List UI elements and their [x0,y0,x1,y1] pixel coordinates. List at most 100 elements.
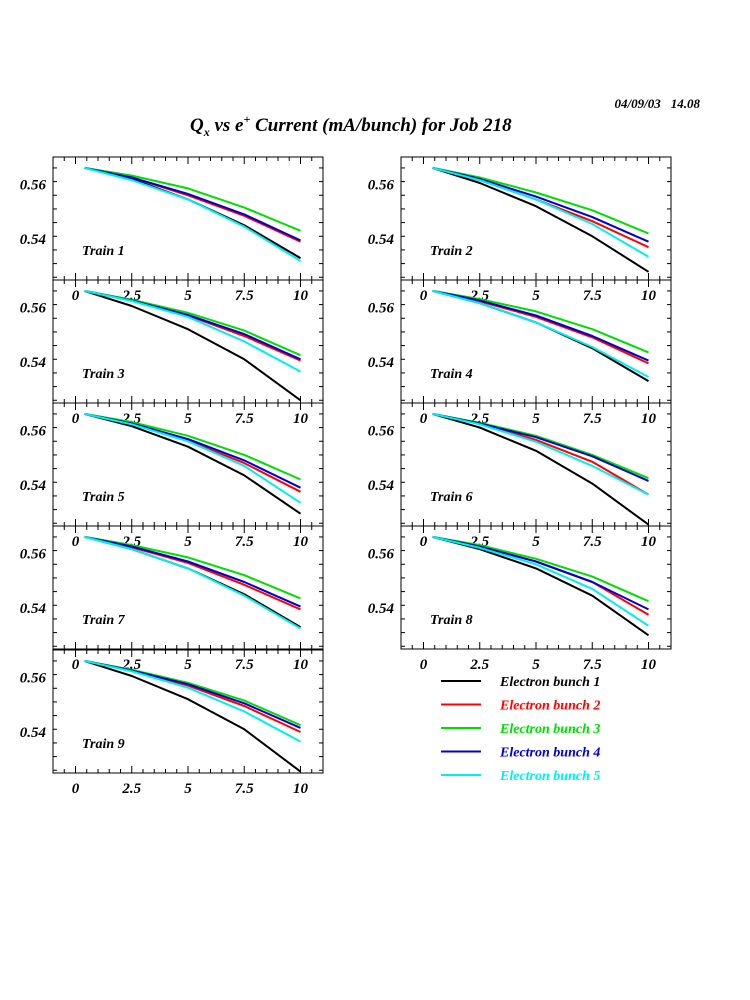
y-tick-label: 0.56 [20,177,47,193]
series-line-electron-bunch-5 [432,289,649,378]
title-q: Q [190,115,204,136]
timestamp: 04/09/03 14.08 [615,96,701,111]
series-line-electron-bunch-4 [84,412,301,489]
x-tick-label: 7.5 [235,781,254,797]
timestamp-time: 14.08 [671,96,701,111]
chart-title: Qx vs e+ Current (mA/bunch) for Job 218 [190,112,512,139]
x-tick-label: 10 [641,288,657,304]
panel-label: Train 1 [82,244,125,259]
y-tick-label: 0.54 [20,232,47,248]
x-tick-label: 2.5 [121,781,141,797]
x-tick-label: 5 [532,657,540,673]
panel-label: Train 2 [430,244,473,259]
series-line-electron-bunch-2 [84,535,301,611]
series-line-electron-bunch-5 [84,535,302,630]
x-tick-label: 7.5 [583,411,602,427]
y-tick-label: 0.54 [368,478,395,494]
y-tick-label: 0.54 [20,478,47,494]
x-tick-label: 10 [293,657,309,673]
series-line-electron-bunch-1 [84,659,302,773]
x-tick-label: 7.5 [235,288,254,304]
title-superscript: + [244,112,251,126]
x-tick-label: 0 [72,657,80,673]
y-tick-label: 0.56 [368,546,395,562]
x-tick-label: 0 [72,534,80,550]
x-tick-label: 10 [293,781,309,797]
y-tick-label: 0.54 [20,355,47,371]
series-line-electron-bunch-5 [432,535,650,627]
x-tick-label: 7.5 [583,288,602,304]
series-line-electron-bunch-5 [84,289,301,373]
legend-label: Electron bunch 1 [499,675,600,690]
x-tick-label: 5 [532,411,540,427]
x-tick-label: 5 [184,411,192,427]
legend: Electron bunch 1 Electron bunch 2 Electron… [441,675,600,784]
timestamp-date: 04/09/03 [615,96,662,111]
x-tick-label: 5 [184,781,192,797]
x-tick-label: 0 [420,411,428,427]
legend-label: Electron bunch 5 [499,769,600,784]
panel-label: Train 5 [82,490,125,505]
series-line-electron-bunch-5 [84,412,302,504]
series-line-electron-bunch-3 [84,166,301,232]
x-tick-label: 0 [420,534,428,550]
x-tick-label: 0 [72,411,80,427]
y-tick-label: 0.54 [20,725,47,741]
panel-label: Train 8 [430,613,473,628]
series-line-electron-bunch-1 [432,412,650,526]
x-tick-label: 10 [293,534,309,550]
legend-label: Electron bunch 3 [499,722,600,737]
legend-label: Electron bunch 4 [499,746,600,761]
y-tick-label: 0.54 [20,601,47,617]
series-line-electron-bunch-2 [432,535,650,616]
x-tick-label: 7.5 [583,534,602,550]
series-line-electron-bunch-4 [432,535,649,611]
x-tick-label: 2.5 [469,657,489,673]
panel-label: Train 9 [82,737,125,752]
x-tick-label: 5 [184,534,192,550]
legend-label: Electron bunch 2 [499,699,600,714]
y-tick-label: 0.56 [368,177,395,193]
title-q-subscript: x [203,125,210,139]
x-tick-label: 5 [532,288,540,304]
y-tick-label: 0.56 [20,670,47,686]
x-tick-label: 10 [641,657,657,673]
x-tick-label: 10 [641,534,657,550]
series-line-electron-bunch-3 [432,535,649,603]
y-tick-label: 0.54 [368,232,395,248]
x-tick-label: 10 [293,288,309,304]
series-line-electron-bunch-4 [84,166,301,242]
panel-label: Train 3 [82,367,125,382]
x-tick-label: 0 [72,288,80,304]
series-line-electron-bunch-5 [84,659,301,743]
series-line-electron-bunch-5 [432,412,649,496]
x-tick-label: 7.5 [235,534,254,550]
panels-layer: 0.54 0.56 0 2.5 5 7.5 10 Train 1 0.54 0.56 0 2.5 5 7.… [20,156,672,797]
y-tick-label: 0.56 [20,300,47,316]
x-tick-label: 10 [641,411,657,427]
series-line-electron-bunch-1 [84,289,302,402]
x-tick-label: 10 [293,411,309,427]
x-tick-label: 0 [420,657,428,673]
series-line-electron-bunch-2 [432,289,649,365]
series-line-electron-bunch-1 [432,166,650,273]
series-line-electron-bunch-5 [84,166,302,262]
y-tick-label: 0.56 [368,423,395,439]
x-tick-label: 5 [184,657,192,673]
y-tick-label: 0.54 [368,601,395,617]
series-line-electron-bunch-4 [84,535,301,608]
series-line-electron-bunch-2 [84,412,301,493]
series-line-electron-bunch-1 [84,412,302,515]
panel-label: Train 7 [82,613,126,628]
y-tick-label: 0.56 [20,546,47,562]
y-tick-label: 0.56 [368,300,395,316]
panel-label: Train 4 [430,367,473,382]
x-tick-label: 7.5 [583,657,602,673]
y-tick-label: 0.56 [20,423,47,439]
title-vs: vs e [210,115,244,136]
y-tick-label: 0.54 [368,355,395,371]
